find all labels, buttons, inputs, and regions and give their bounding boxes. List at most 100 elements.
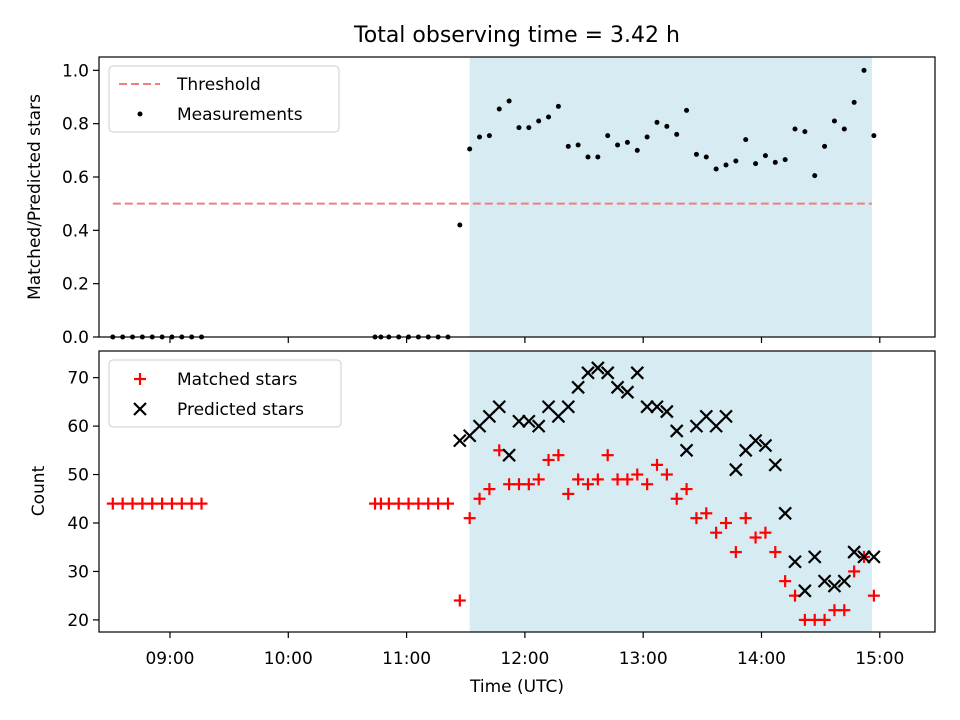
ratio-measurements-point <box>605 133 611 139</box>
count-predicted-stars-point <box>650 399 664 414</box>
ratio-measurements-point <box>753 161 759 167</box>
ratio-measurements-point <box>457 222 463 228</box>
ratio-measurements-point <box>585 154 591 160</box>
count-matched-stars-point <box>473 492 486 505</box>
count-matched-stars-point <box>195 497 208 510</box>
ratio-shaded-interval <box>469 57 872 337</box>
count-matched-stars-point <box>463 512 476 525</box>
ratio-measurements-point <box>555 103 561 109</box>
count-matched-stars-point <box>759 526 772 539</box>
x-tick-label: 09:00 <box>145 649 194 669</box>
count-panel: 20 30 40 50 60 70 09:00 10:00 11:00 12:00 13:00 14… <box>29 350 936 697</box>
x-tick-label: 13:00 <box>619 649 668 669</box>
count-y-tick-label: 30 <box>67 562 89 582</box>
count-predicted-stars-point <box>788 554 802 569</box>
ratio-y-tick-label: 0.8 <box>62 115 89 135</box>
count-predicted-stars-point <box>571 380 585 395</box>
ratio-y-tick-label: 1.0 <box>62 61 89 81</box>
ratio-y-axis-label: Matched/Predicted stars <box>25 94 45 300</box>
count-matched-stars-point <box>670 492 683 505</box>
count-predicted-stars-point <box>581 366 595 380</box>
ratio-measurements-point <box>871 133 877 139</box>
count-legend-predicted-label: Predicted stars <box>177 400 304 420</box>
ratio-y-tick-label: 0.6 <box>62 168 89 188</box>
count-matched-stars-point <box>532 473 545 486</box>
count-predicted-stars-point <box>531 419 546 433</box>
count-matched-stars-point <box>601 449 614 462</box>
count-matched-stars-point <box>631 468 644 481</box>
ratio-legend-threshold-label: Threshold <box>176 75 261 95</box>
count-predicted-stars-point <box>502 448 516 462</box>
count-y-tick-label: 70 <box>67 369 89 389</box>
ratio-measurements-point <box>644 134 650 140</box>
count-matched-stars-point <box>680 483 693 496</box>
ratio-measurements-point <box>595 154 601 160</box>
count-predicted-stars-point <box>522 414 536 429</box>
ratio-measurements-point <box>516 125 522 131</box>
count-predicted-stars-point <box>669 424 684 438</box>
count-predicted-stars-point <box>600 366 615 380</box>
count-predicted-stars-point <box>512 414 526 429</box>
ratio-measurements-point <box>624 139 630 145</box>
ratio-measurements-point <box>477 134 483 140</box>
count-predicted-stars-point <box>640 399 654 414</box>
count-predicted-stars-point <box>729 462 743 477</box>
ratio-axes-frame <box>98 56 936 338</box>
count-matched-stars-point <box>838 604 851 617</box>
count-predicted-stars-point <box>561 399 576 414</box>
count-predicted-stars-point <box>847 545 861 559</box>
ratio-measurements-point <box>713 166 719 172</box>
x-tick-label: 15:00 <box>855 649 904 669</box>
ratio-measurements-point <box>772 159 778 165</box>
count-predicted-stars-point <box>857 550 871 564</box>
count-matched-stars-point <box>818 613 831 626</box>
ratio-measurements-point <box>664 123 670 129</box>
count-predicted-stars-point <box>620 385 635 399</box>
count-predicted-stars-point <box>453 433 467 448</box>
count-y-tick-label: 20 <box>67 611 89 631</box>
ratio-measurements-point <box>615 142 621 148</box>
ratio-measurements-point <box>674 131 680 137</box>
count-predicted-stars-point <box>719 409 733 424</box>
ratio-measurements-point <box>792 126 798 132</box>
count-matched-stars-point <box>441 497 454 510</box>
ratio-y-tick-label: 0.4 <box>62 221 89 241</box>
count-matched-stars-point <box>867 589 880 602</box>
ratio-measurements-point <box>812 173 818 179</box>
count-y-tick-label: 60 <box>67 417 89 437</box>
ratio-measurements-point <box>831 118 837 124</box>
ratio-measurements-point <box>802 129 808 135</box>
count-predicted-stars-point <box>591 361 605 375</box>
count-matched-stars-point <box>769 546 782 559</box>
ratio-legend: Threshold Measurements <box>108 65 340 133</box>
x-tick-label: 11:00 <box>382 649 431 669</box>
ratio-measurements-point <box>743 137 749 143</box>
ratio-measurements-point <box>467 146 473 152</box>
count-legend-matched-label: Matched stars <box>177 370 297 390</box>
count-predicted-stars-point <box>610 380 625 395</box>
x-tick-label: 12:00 <box>500 649 549 669</box>
count-matched-stars-point <box>729 546 742 559</box>
ratio-measurements-point <box>536 118 542 124</box>
count-predicted-stars-point <box>492 399 507 414</box>
ratio-measurements-point <box>723 162 729 168</box>
count-matched-stars-point <box>522 478 535 491</box>
count-y-tick-label: 40 <box>67 514 89 534</box>
count-matched-stars-point <box>720 516 732 529</box>
ratio-measurements-point <box>506 98 512 104</box>
ratio-measurements-point <box>703 154 709 160</box>
ratio-measurements-point <box>822 143 828 149</box>
count-matched-stars-point <box>542 454 555 467</box>
count-matched-stars-point <box>700 507 713 520</box>
count-legend-box <box>108 359 342 428</box>
count-matched-stars-point <box>453 594 466 607</box>
ratio-measurements-point <box>565 143 571 149</box>
ratio-measurements-point <box>762 153 768 159</box>
count-matched-stars-point <box>660 468 673 481</box>
x-tick-label: 10:00 <box>264 649 313 669</box>
count-predicted-stars-point <box>660 404 674 419</box>
ratio-measurements-point <box>496 106 502 112</box>
ratio-measurements-point <box>654 119 660 125</box>
count-matched-stars-point <box>591 473 604 486</box>
